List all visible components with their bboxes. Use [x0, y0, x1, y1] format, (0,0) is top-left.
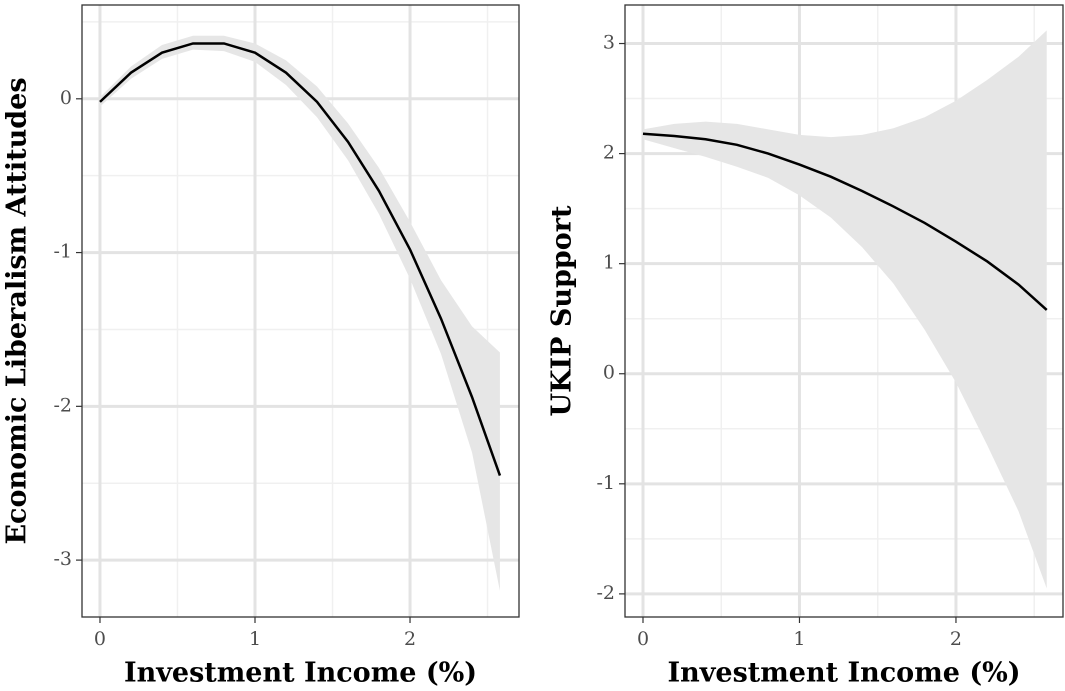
y-tick-label: 3 — [603, 32, 615, 54]
y-axis-title: Economic Liberalism Attitudes — [2, 77, 33, 544]
fit-line — [642, 132, 1048, 311]
x-tick-label: 1 — [249, 628, 261, 650]
y-axis-title: UKIP Support — [547, 205, 578, 416]
x-tick-label: 2 — [950, 628, 962, 650]
plot-border — [81, 4, 520, 618]
y-tick-label: -1 — [596, 472, 615, 494]
panel: 0 1 2 0 -1 -2 -3 Investment Income (%) Economic … — [2, 4, 520, 689]
x-axis-title: Investment Income (%) — [667, 658, 1020, 689]
y-tick-label: 1 — [603, 252, 615, 274]
y-tick-label: 2 — [603, 142, 615, 164]
y-tick-label: -2 — [53, 394, 72, 416]
panel: 0 1 2 3 2 1 0 -1 -2 Investment Income (%) UKIP Sup… — [547, 4, 1064, 689]
plot-border — [624, 4, 1064, 618]
y-tick-label: -3 — [53, 548, 72, 570]
y-tick-label: 0 — [60, 87, 72, 109]
x-tick-label: 0 — [637, 628, 649, 650]
y-tick-label: -1 — [53, 241, 72, 263]
fit-line — [99, 42, 502, 476]
x-tick-label: 1 — [793, 628, 805, 650]
x-tick-label: 2 — [404, 628, 416, 650]
y-tick-label: 0 — [603, 362, 615, 384]
x-tick-label: 0 — [94, 628, 106, 650]
y-tick-label: -2 — [596, 582, 615, 604]
x-axis-title: Investment Income (%) — [124, 658, 477, 689]
confidence-band — [642, 30, 1047, 589]
